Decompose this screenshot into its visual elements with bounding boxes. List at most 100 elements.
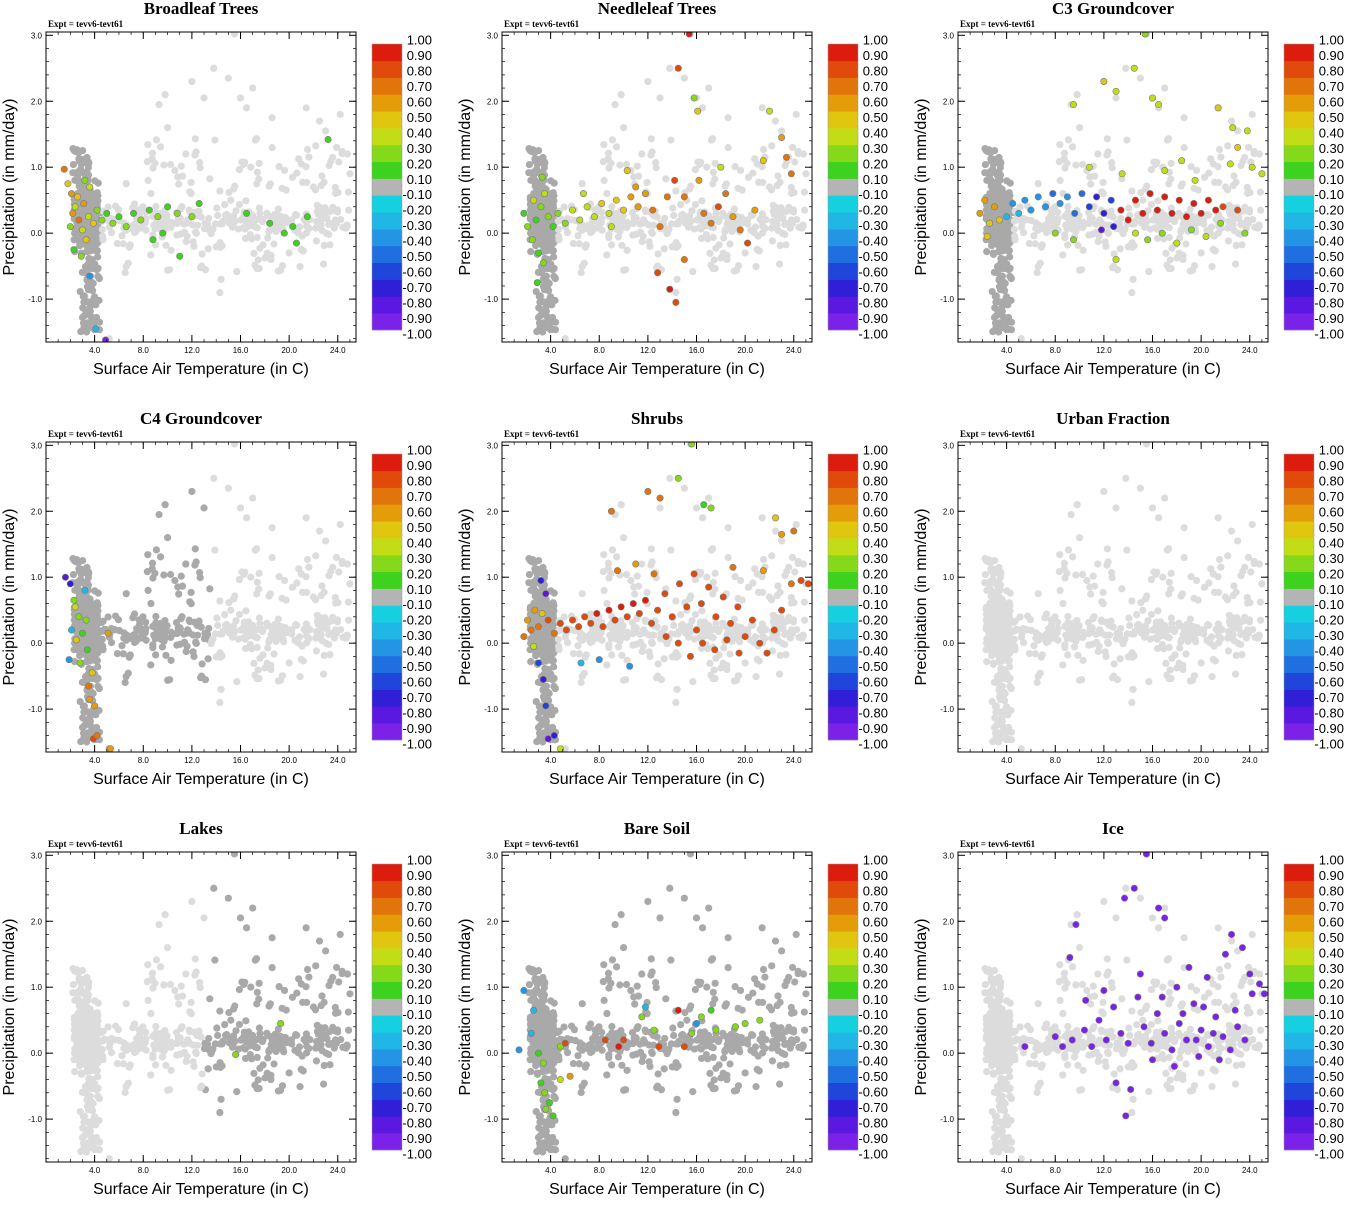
colorbar-label: 1.00	[407, 443, 432, 458]
x-tick-label: 20.0	[281, 346, 297, 355]
background-point	[1198, 249, 1205, 256]
background-point	[318, 582, 325, 589]
background-point	[236, 611, 243, 618]
background-point	[152, 613, 159, 620]
colorbar-label: -0.30	[402, 218, 432, 233]
data-point	[540, 676, 546, 682]
background-point	[1110, 263, 1117, 270]
background-point	[227, 197, 234, 204]
background-point	[623, 571, 630, 578]
data-point	[1072, 210, 1078, 216]
colorbar-bin	[372, 454, 402, 471]
background-point	[990, 159, 997, 166]
y-tick-label: 2.0	[487, 97, 499, 106]
background-point	[325, 208, 332, 215]
background-point	[178, 163, 185, 170]
panel-title: Shrubs	[631, 409, 683, 428]
data-point	[1192, 177, 1198, 183]
background-point	[1139, 197, 1146, 204]
background-point	[720, 250, 727, 257]
data-point	[177, 253, 183, 259]
colorbar-bin	[828, 280, 858, 297]
background-point	[661, 625, 668, 632]
background-point	[70, 161, 77, 168]
background-point	[533, 738, 540, 745]
data-point	[545, 617, 551, 623]
background-point	[213, 653, 220, 660]
background-point	[1095, 238, 1102, 245]
background-point	[305, 153, 312, 160]
background-point	[634, 163, 641, 170]
background-point	[661, 245, 668, 252]
background-point	[236, 201, 243, 208]
background-point	[1125, 204, 1132, 211]
x-axis-label: Surface Air Temperature (in C)	[93, 771, 309, 788]
background-point	[760, 146, 767, 153]
background-point	[320, 589, 327, 596]
background-point	[236, 576, 243, 583]
background-point	[1061, 234, 1068, 241]
data-point	[581, 614, 587, 620]
background-point	[178, 203, 185, 210]
background-point	[157, 553, 164, 560]
background-point	[702, 632, 709, 639]
colorbar-bin	[372, 555, 402, 572]
background-point	[186, 188, 193, 195]
background-point	[1103, 151, 1110, 158]
background-point	[689, 268, 696, 275]
data-point	[1050, 190, 1056, 196]
data-point	[1070, 237, 1076, 243]
data-point	[557, 620, 563, 626]
data-point	[727, 620, 733, 626]
background-point	[1008, 319, 1015, 326]
background-point	[800, 560, 807, 567]
background-point	[603, 190, 610, 197]
background-point	[152, 619, 159, 626]
background-point	[991, 233, 998, 240]
background-point	[537, 224, 544, 231]
expt-label: Expt = tevv6-tevt61	[504, 429, 580, 439]
background-point	[183, 648, 190, 655]
background-point	[751, 229, 758, 236]
background-point	[667, 136, 674, 143]
background-point	[758, 627, 765, 634]
background-point	[1257, 189, 1264, 196]
background-point	[685, 222, 692, 229]
background-point	[988, 179, 995, 186]
background-point	[153, 546, 160, 553]
data-point	[642, 190, 648, 196]
background-point	[1187, 267, 1194, 274]
data-point	[798, 577, 804, 583]
data-point	[293, 240, 299, 246]
x-tick-label: 24.0	[330, 346, 346, 355]
background-point	[233, 268, 240, 275]
background-point	[288, 626, 295, 633]
background-point	[254, 169, 261, 176]
data-point	[1178, 157, 1184, 163]
background-point	[723, 666, 730, 673]
background-point	[636, 631, 643, 638]
background-point	[303, 104, 310, 111]
background-point	[230, 185, 237, 192]
background-point	[205, 245, 212, 252]
background-point	[996, 298, 1003, 305]
background-point	[1080, 219, 1087, 226]
background-point	[774, 582, 781, 589]
background-point	[186, 598, 193, 605]
background-point	[777, 242, 784, 249]
data-point	[575, 623, 581, 629]
background-point	[669, 653, 676, 660]
data-point	[645, 488, 651, 494]
background-point	[145, 587, 152, 594]
background-point	[242, 235, 249, 242]
background-point	[1117, 245, 1124, 252]
data-point	[778, 134, 784, 140]
background-point	[217, 686, 224, 693]
colorbar-bin	[828, 263, 858, 280]
data-point	[996, 217, 1002, 223]
data-point	[534, 279, 540, 285]
background-point	[1085, 232, 1092, 239]
background-point	[133, 228, 140, 235]
data-point	[1113, 88, 1119, 94]
data-point	[1155, 101, 1161, 107]
